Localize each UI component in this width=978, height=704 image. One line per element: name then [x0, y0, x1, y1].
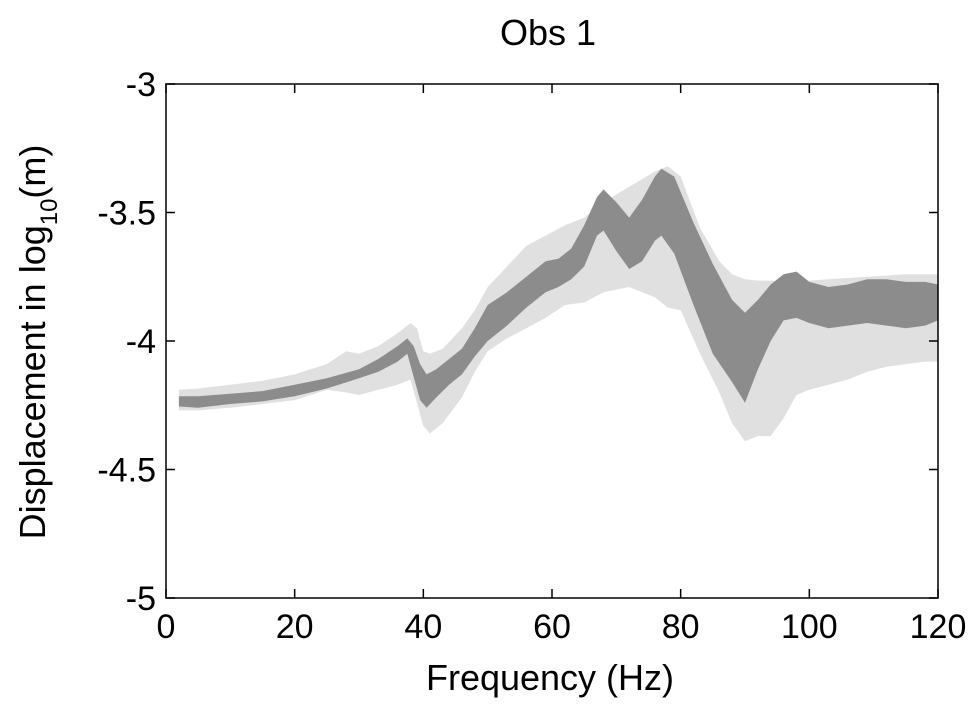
y-axis-ticks: -3 -3.5 -4 -4.5 -5	[97, 66, 938, 618]
y-tick-label: -4	[126, 323, 156, 361]
x-tick-label: 60	[533, 608, 571, 646]
uncertainty-bands	[178, 166, 938, 442]
x-tick-label: 80	[662, 608, 700, 646]
x-axis-ticks: 0 20 40 60 80 100 120	[157, 84, 967, 646]
x-tick-label: 40	[404, 608, 442, 646]
y-axis-label: Displacement in log10(m)	[12, 145, 63, 540]
y-axis-label-prefix: Displacement in log	[12, 225, 53, 539]
x-tick-label: 20	[276, 608, 314, 646]
y-axis-label-subscript: 10	[36, 199, 63, 226]
inner-band	[178, 168, 938, 408]
plot-area: 0 20 40 60 80 100 120 -3 -3.5 -4 -4.5 -5	[97, 66, 966, 646]
y-tick-label: -3	[126, 66, 156, 104]
y-tick-label: -3.5	[97, 195, 156, 233]
x-tick-label: 120	[910, 608, 967, 646]
x-tick-label: 0	[157, 608, 176, 646]
y-axis-label-suffix: (m)	[12, 145, 53, 199]
x-tick-label: 100	[781, 608, 838, 646]
x-axis-label: Frequency (Hz)	[426, 657, 674, 698]
y-tick-label: -4.5	[97, 452, 156, 490]
y-tick-label: -5	[126, 580, 156, 618]
chart-title: Obs 1	[500, 12, 596, 53]
